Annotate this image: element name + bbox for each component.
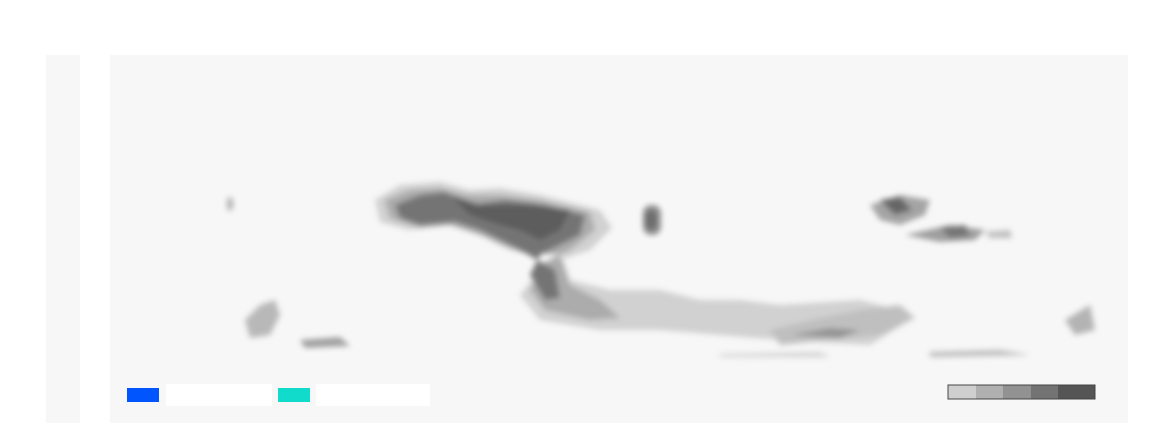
showers-legend-label	[316, 384, 430, 406]
temp-axis-panel	[46, 55, 80, 423]
cloud-density-layer	[227, 182, 1095, 357]
cloud-density-scale	[947, 384, 1096, 400]
rain-legend-label	[166, 384, 272, 406]
rain-legend-swatch	[127, 388, 159, 402]
showers-legend-swatch	[278, 388, 310, 402]
